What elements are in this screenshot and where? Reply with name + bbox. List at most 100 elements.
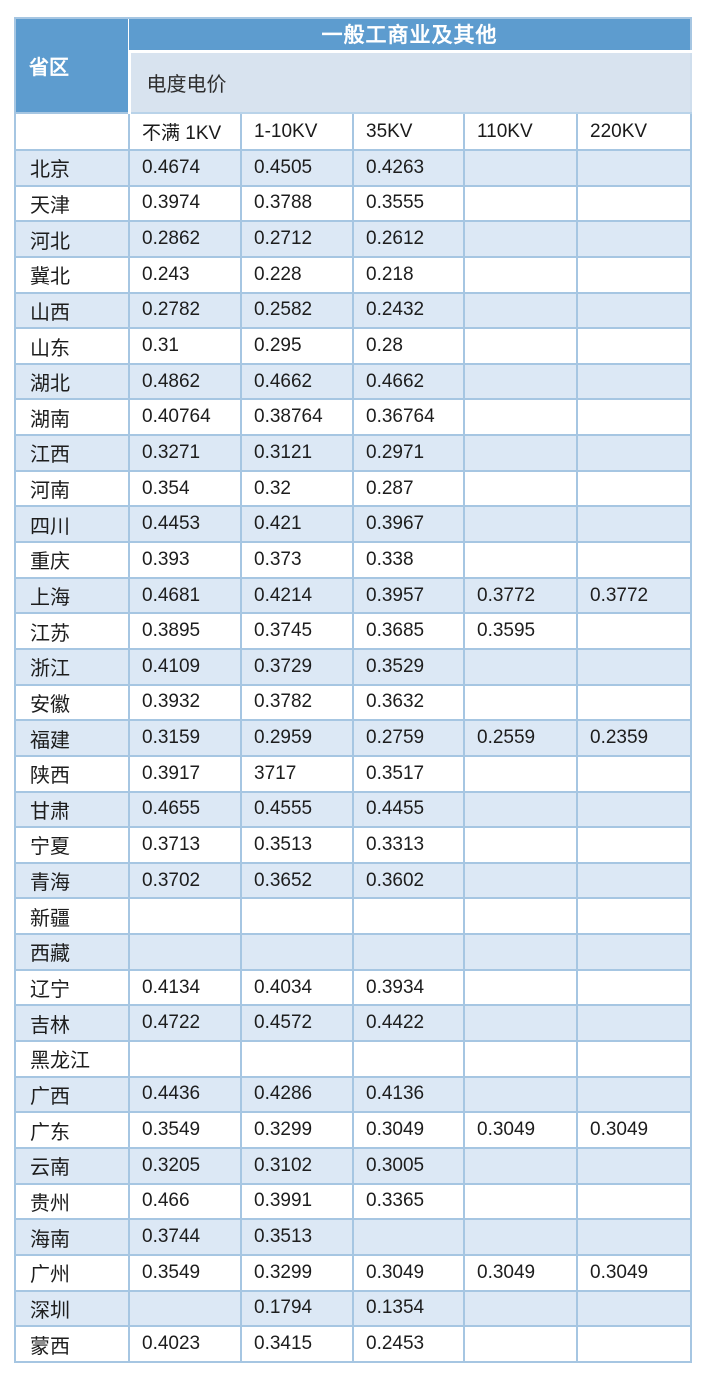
value-cell: 0.40764 [128,398,242,437]
value-cell: 3717 [240,754,354,793]
table-body: 北京 0.4674 0.4505 0.4263 天津 0.3974 0.3788 0.3555… [14,149,693,1363]
value-cell [575,933,693,971]
value-cell [240,897,354,936]
value-cell [463,1289,578,1328]
table-title: 一般工商业及其他 [129,17,693,51]
value-cell: 0.3271 [128,434,242,472]
value-cell [240,933,354,971]
province-cell: 青海 [14,861,130,900]
value-cell [575,1075,693,1114]
value-cell: 0.2712 [240,220,354,258]
value-cell [575,1040,693,1078]
value-cell: 0.4263 [352,149,465,187]
title-row: 省区 一般工商业及其他 [14,17,693,114]
value-cell: 0.3602 [352,861,465,900]
value-cell [575,291,693,330]
province-cell: 山东 [14,327,130,365]
value-cell: 0.2559 [463,719,578,757]
value-cell [575,968,693,1007]
province-cell: 湖南 [14,398,130,437]
value-cell: 0.3788 [240,184,354,223]
value-cell [463,1146,578,1185]
value-cell: 0.3529 [352,647,465,686]
province-cell: 辽宁 [14,968,130,1007]
value-cell [463,149,578,187]
value-cell: 0.295 [240,327,354,365]
value-cell: 0.4034 [240,968,354,1007]
voltage-header-cell: 220KV [575,112,693,151]
value-cell [352,1040,465,1078]
value-cell: 0.4662 [240,362,354,401]
value-cell: 0.4555 [240,790,354,829]
value-cell: 0.354 [128,469,242,508]
value-cell: 0.3772 [575,576,693,615]
value-cell: 0.3991 [240,1182,354,1221]
value-cell: 0.3513 [240,1218,354,1256]
value-cell [128,897,242,936]
value-cell: 0.4505 [240,149,354,187]
voltage-header-empty-cell [14,112,130,151]
province-cell: 广东 [14,1111,130,1149]
value-cell: 0.338 [352,541,465,579]
value-cell [575,826,693,864]
table-row: 云南 0.3205 0.3102 0.3005 [14,1146,693,1185]
province-cell: 黑龙江 [14,1040,130,1078]
province-cell: 重庆 [14,541,130,579]
value-cell [463,897,578,936]
value-cell: 0.3049 [352,1253,465,1292]
value-cell: 0.4136 [352,1075,465,1114]
province-cell: 冀北 [14,255,130,294]
table-row: 江西 0.3271 0.3121 0.2971 [14,434,693,472]
province-cell: 河北 [14,220,130,258]
value-cell [463,1218,578,1256]
value-cell [128,933,242,971]
table-row: 湖北 0.4862 0.4662 0.4662 [14,362,693,401]
value-cell: 0.373 [240,541,354,579]
region-header-cell: 省区 [14,17,129,114]
value-cell [575,683,693,722]
value-cell [575,1325,693,1363]
value-cell: 0.2359 [575,719,693,757]
value-cell [575,1218,693,1256]
value-cell: 0.2582 [240,291,354,330]
value-cell [575,1182,693,1221]
value-cell [575,790,693,829]
province-cell: 上海 [14,576,130,615]
value-cell: 0.4286 [240,1075,354,1114]
value-cell [575,541,693,579]
value-cell: 0.3549 [128,1253,242,1292]
value-cell [463,683,578,722]
table-row: 西藏 [14,933,693,971]
value-cell: 0.3513 [240,826,354,864]
value-cell: 0.3121 [240,434,354,472]
value-cell: 0.1794 [240,1289,354,1328]
value-cell: 0.3005 [352,1146,465,1185]
table-row: 湖南 0.40764 0.38764 0.36764 [14,398,693,437]
table-row: 山东 0.31 0.295 0.28 [14,327,693,365]
table-row: 广东 0.3549 0.3299 0.3049 0.3049 0.3049 [14,1111,693,1149]
table-row: 上海 0.4681 0.4214 0.3957 0.3772 0.3772 [14,576,693,615]
value-cell: 0.2432 [352,291,465,330]
value-cell [463,327,578,365]
value-cell: 0.3652 [240,861,354,900]
value-cell: 0.3049 [575,1253,693,1292]
value-cell [128,1289,242,1328]
province-cell: 安徽 [14,683,130,722]
value-cell [463,826,578,864]
value-cell [575,149,693,187]
value-cell [575,754,693,793]
province-cell: 湖北 [14,362,130,401]
value-cell: 0.3415 [240,1325,354,1363]
value-cell: 0.3365 [352,1182,465,1221]
value-cell: 0.4214 [240,576,354,615]
voltage-header-cell: 1-10KV [240,112,354,151]
province-cell: 宁夏 [14,826,130,864]
value-cell: 0.228 [240,255,354,294]
value-cell: 0.3049 [352,1111,465,1149]
value-cell: 0.3782 [240,683,354,722]
value-cell: 0.3632 [352,683,465,722]
electricity-price-table: 省区 一般工商业及其他 电度电价 不满 1KV 1-10KV 35KV 110KV 22… [14,17,693,1363]
value-cell: 0.3299 [240,1111,354,1149]
province-cell: 山西 [14,291,130,330]
